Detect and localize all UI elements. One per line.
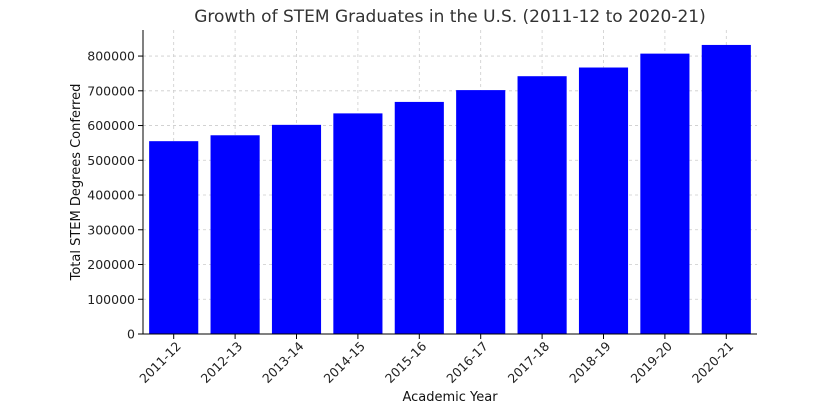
bar-2020-21 bbox=[701, 44, 751, 335]
bar-2012-13 bbox=[210, 135, 260, 334]
y-tick-label: 600000 bbox=[87, 118, 135, 133]
x-tick-label: 2020-21 bbox=[689, 339, 737, 387]
bars bbox=[149, 44, 751, 335]
y-tick-label: 200000 bbox=[87, 257, 135, 272]
x-tick-label: 2016-17 bbox=[443, 339, 491, 387]
x-tick-label: 2011-12 bbox=[136, 339, 184, 387]
bar-2019-20 bbox=[640, 53, 690, 334]
x-axis-ticks: 2011-12 2012-13 2013-14 2014-15 2015-16 2016-… bbox=[136, 334, 736, 386]
x-tick-label: 2013-14 bbox=[259, 338, 307, 386]
bar-2018-19 bbox=[578, 67, 629, 335]
bar-2016-17 bbox=[456, 90, 506, 335]
x-tick-label: 2015-16 bbox=[382, 338, 430, 386]
bar-2014-15 bbox=[333, 113, 383, 334]
y-tick-label: 500000 bbox=[87, 153, 135, 168]
axes bbox=[142, 30, 757, 335]
bar-2017-18 bbox=[517, 76, 567, 334]
x-tick-label: 2018-19 bbox=[566, 338, 614, 386]
bar-2011-12 bbox=[149, 141, 199, 334]
y-tick-label: 700000 bbox=[87, 83, 135, 98]
y-tick-label: 800000 bbox=[87, 49, 135, 64]
x-tick-label: 2014-15 bbox=[320, 339, 368, 387]
bar-2015-16 bbox=[394, 101, 444, 334]
x-tick-label: 2017-18 bbox=[505, 338, 553, 386]
x-axis-label: Academic Year bbox=[402, 390, 498, 405]
y-tick-label: 400000 bbox=[87, 188, 135, 203]
y-tick-label: 100000 bbox=[87, 292, 135, 307]
chart-title: Growth of STEM Graduates in the U.S. (20… bbox=[194, 7, 706, 27]
y-axis-ticks: 0 100000 200000 300000 400000 500000 600000 700… bbox=[87, 49, 143, 342]
y-axis-label: Total STEM Degrees Conferred bbox=[69, 84, 84, 282]
x-tick-label: 2012-13 bbox=[198, 339, 246, 387]
bar-2013-14 bbox=[271, 124, 322, 335]
y-tick-label: 0 bbox=[127, 327, 135, 342]
y-tick-label: 300000 bbox=[87, 222, 135, 237]
x-tick-label: 2019-20 bbox=[627, 338, 675, 386]
